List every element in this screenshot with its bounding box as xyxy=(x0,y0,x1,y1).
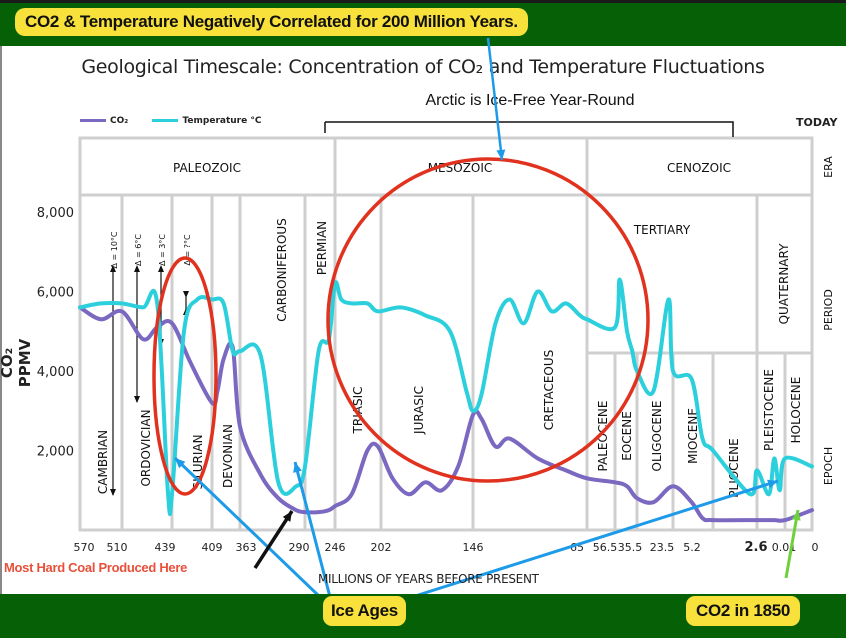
temperature-delta-label: Δ = 6°C xyxy=(134,234,143,266)
legend: CO₂ Temperature °C xyxy=(80,116,261,126)
legend-co2: CO₂ xyxy=(80,116,128,126)
x-tick-label: 510 xyxy=(107,541,128,554)
ordovician-highlight-ring xyxy=(152,256,218,496)
chart-grid xyxy=(78,136,814,532)
x-tick-label: 5.2 xyxy=(683,541,701,554)
coal-arrow-head xyxy=(282,511,292,522)
delta-arrow-head-up xyxy=(134,265,140,272)
legend-co2-swatch xyxy=(80,119,106,122)
co2-1850-arrow-head xyxy=(791,510,801,521)
x-tick-label: 202 xyxy=(371,541,392,554)
period-label: JURASIC xyxy=(412,386,426,435)
temperature-line xyxy=(78,277,814,517)
chart-frame xyxy=(78,136,814,532)
ice-ages-callout: Ice Ages xyxy=(323,596,406,626)
period-label: CAMBRIAN xyxy=(96,430,110,494)
period-label: DEVONIAN xyxy=(221,424,235,488)
ice-age-arrow-quaternary xyxy=(411,479,779,599)
annotation-overlay xyxy=(152,37,801,599)
period-label: PERMIAN xyxy=(315,221,329,275)
y-tick-label: 8,000 xyxy=(37,206,74,221)
chart-title: Geological Timescale: Concentration of C… xyxy=(81,56,765,78)
epoch-label: EOCENE xyxy=(620,411,634,461)
y-tick-label: 4,000 xyxy=(37,365,74,380)
temperature-delta-label: Δ = 10°C xyxy=(110,231,119,268)
ice-age-arrow-carboniferous xyxy=(293,461,332,598)
x-tick-label: 0 xyxy=(812,541,819,554)
left-border xyxy=(0,46,2,594)
epoch-label: OLIGOCENE xyxy=(650,401,664,472)
co2-1850-callout: CO2 in 1850 xyxy=(686,596,801,626)
epoch-label: PLEISTOCENE xyxy=(762,369,776,451)
period-label: QUATERNARY xyxy=(777,243,791,325)
x-tick-label: 23.5 xyxy=(650,541,675,554)
period-label: CARBONIFEROUS xyxy=(275,218,289,322)
ice-age-arrow-ordovician xyxy=(173,456,322,599)
legend-co2-label: CO₂ xyxy=(110,116,129,126)
x-tick-label: 439 xyxy=(155,541,176,554)
chart-series xyxy=(78,277,814,523)
row-label: ERA xyxy=(822,156,835,178)
legend-temp-swatch xyxy=(152,119,179,122)
today-label: TODAY xyxy=(796,116,838,129)
x-tick-label: 570 xyxy=(74,541,95,554)
delta-arrow-head-down xyxy=(134,396,140,403)
headline-arrow xyxy=(486,37,504,161)
row-label: PERIOD xyxy=(822,289,835,331)
y-tick-label: 6,000 xyxy=(37,286,74,301)
x-tick-label: 246 xyxy=(325,541,346,554)
x-tick-label: 2.6 xyxy=(744,540,767,555)
x-tick-label: 409 xyxy=(202,541,223,554)
period-label: TRIASIC xyxy=(351,387,365,435)
epoch-label: PALEOCENE xyxy=(596,401,610,472)
legend-temp: Temperature °C xyxy=(152,116,261,126)
epoch-label: MIOCENE xyxy=(686,408,700,464)
ice-age-arrow-quaternary-head xyxy=(767,479,778,489)
epoch-label: HOLOCENE xyxy=(789,377,803,444)
temperature-delta-label: Δ = ?°C xyxy=(183,234,192,266)
arctic-bracket xyxy=(324,121,734,137)
x-tick-label: 35.5 xyxy=(618,541,643,554)
headline-arrow-head xyxy=(496,149,506,160)
temperature-delta-label: Δ = 3°C xyxy=(158,234,167,266)
period-label: TERTIARY xyxy=(633,223,691,237)
x-tick-label: 56.5 xyxy=(593,541,618,554)
period-label: CRETACEOUS xyxy=(542,350,556,431)
delta-arrow-head-up xyxy=(158,265,164,272)
chart-labels: 8,000 6,000 4,000 2,000 570 510 439 409 363 290 24… xyxy=(37,156,835,555)
arctic-annotation: Arctic is Ice-Free Year-Round xyxy=(425,92,635,109)
mesozoic-highlight-ring xyxy=(326,157,650,483)
era-label: PALEOZOIC xyxy=(173,161,241,175)
period-label: ORDOVICIAN xyxy=(139,409,153,486)
x-tick-label: 290 xyxy=(289,541,310,554)
x-tick-label: 363 xyxy=(236,541,257,554)
y-tick-label: 2,000 xyxy=(37,445,74,460)
co2-1850-arrow xyxy=(784,509,800,579)
coal-annotation: Most Hard Coal Produced Here xyxy=(4,560,188,575)
x-axis-title: MILLIONS OF YEARS BEFORE PRESENT xyxy=(318,572,539,586)
headline-callout: CO2 & Temperature Negatively Correlated … xyxy=(15,8,528,36)
row-label: EPOCH xyxy=(822,447,835,485)
delta-arrow-head-down xyxy=(183,291,189,298)
x-tick-label: 146 xyxy=(463,541,484,554)
delta-arrow-head-down xyxy=(110,489,116,496)
legend-temp-label: Temperature °C xyxy=(182,116,262,126)
delta-arrow-head-up xyxy=(110,265,116,272)
ice-age-arrow-carboniferous-head xyxy=(293,462,302,473)
coal-arrow xyxy=(253,510,294,569)
era-label: CENOZOIC xyxy=(667,161,731,175)
ice-age-arrow-ordovician-head xyxy=(175,458,186,469)
co2-line xyxy=(78,305,814,523)
